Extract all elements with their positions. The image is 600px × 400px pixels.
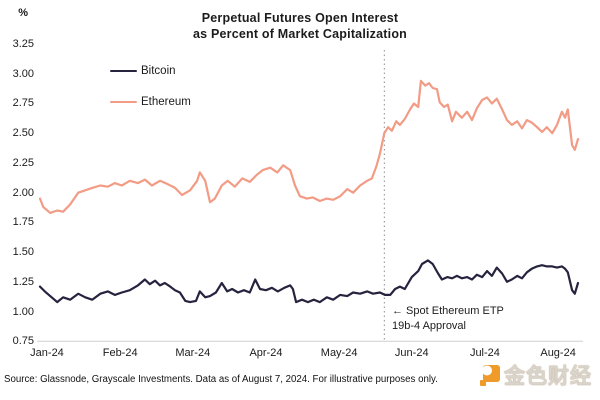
y-tick-label: 1.25 <box>12 275 34 288</box>
watermark: 金色财经 <box>479 360 592 390</box>
y-tick-label: 1.00 <box>12 305 34 318</box>
legend: Bitcoin Ethereum <box>110 64 191 126</box>
x-tick-label: Mar-24 <box>175 347 211 359</box>
x-tick-label: Jun-24 <box>394 347 429 359</box>
watermark-text: 金色财经 <box>504 365 592 388</box>
source-note: Source: Glassnode, Grayscale Investments… <box>4 374 438 385</box>
x-tick-label: Jul-24 <box>469 347 500 359</box>
series-line-bitcoin <box>38 259 580 304</box>
chart-title: Perpetual Futures Open Interest as Perce… <box>0 10 600 42</box>
series-line-ethereum <box>38 79 580 214</box>
bitcoin-line-swatch <box>110 69 137 73</box>
y-tick-label: 2.50 <box>12 127 34 140</box>
y-tick-label: 3.25 <box>12 38 34 50</box>
event-annotation: ← Spot Ethereum ETP 19b-4 Approval <box>392 304 504 334</box>
y-tick-label: 1.50 <box>12 246 34 259</box>
x-tick-label: May-24 <box>320 347 358 359</box>
x-tick-label: Feb-24 <box>102 347 138 359</box>
y-tick-label: 2.00 <box>12 186 34 199</box>
event-annotation-line2: 19b-4 Approval <box>392 320 466 332</box>
chart-title-line2: as Percent of Market Capitalization <box>192 27 407 41</box>
event-annotation-line1: ← Spot Ethereum ETP <box>392 305 504 317</box>
chart-title-line1: Perpetual Futures Open Interest <box>201 11 399 25</box>
legend-item-bitcoin: Bitcoin <box>110 64 191 78</box>
x-tick-label: Aug-24 <box>540 347 576 359</box>
y-tick-label: 1.75 <box>12 216 34 229</box>
jinse-logo-icon <box>480 364 500 386</box>
y-tick-label: 2.25 <box>12 156 34 169</box>
legend-label-ethereum: Ethereum <box>141 96 191 108</box>
y-tick-label: 3.00 <box>12 67 34 80</box>
x-tick-label: Apr-24 <box>249 347 283 359</box>
y-tick-label: 0.75 <box>12 335 34 348</box>
legend-item-ethereum: Ethereum <box>110 95 191 109</box>
y-tick-label: 2.75 <box>12 97 34 110</box>
x-tick-label: Jan-24 <box>30 347 64 359</box>
ethereum-line-swatch <box>110 100 137 104</box>
legend-label-bitcoin: Bitcoin <box>141 65 176 77</box>
y-axis-unit-label: % <box>18 7 28 19</box>
